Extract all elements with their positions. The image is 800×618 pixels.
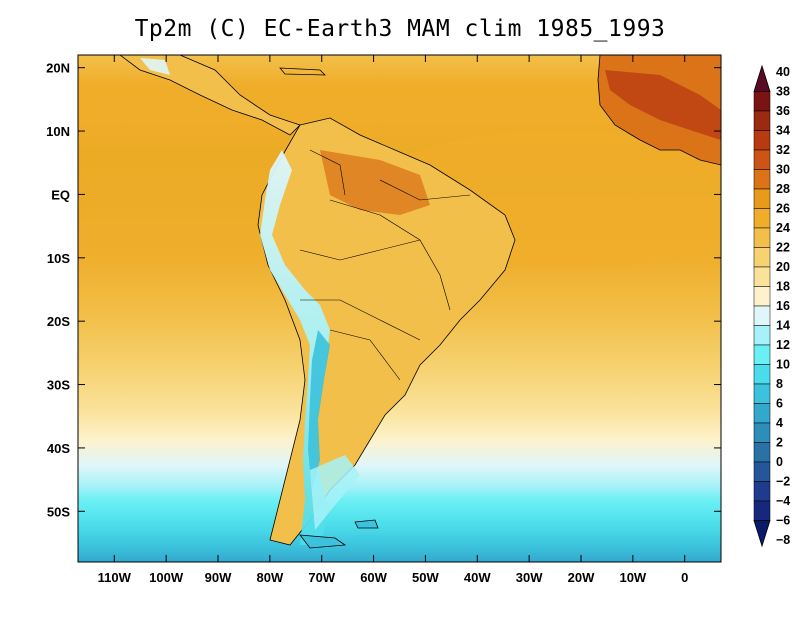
lon-tick-label: 20W	[568, 570, 595, 585]
lon-tick-label: 60W	[360, 570, 387, 585]
colorbar-label: 6	[776, 397, 783, 411]
lat-tick-label: 20S	[47, 314, 70, 329]
colorbar: 4038363432302826242220181614121086420−2−…	[753, 64, 790, 548]
colorbar-label: 36	[776, 104, 790, 118]
colorbar-label: 32	[776, 143, 790, 157]
lat-tick-label: 20N	[46, 61, 70, 76]
colorbar-label: 12	[776, 338, 790, 352]
lon-tick-label: 90W	[205, 570, 232, 585]
colorbar-arrow-top	[753, 64, 771, 92]
map-axes: 110W 100W 90W 80W 70W 60W 50W 40W 30W 20W 10W 0 20N 1…	[46, 55, 721, 585]
lon-tick-label: 30W	[516, 570, 543, 585]
lat-tick-label: EQ	[51, 187, 70, 202]
colorbar-swatch	[753, 403, 771, 424]
lon-tick-label: 0	[681, 570, 688, 585]
colorbar-swatch	[753, 149, 771, 170]
map-frame	[77, 54, 722, 563]
south-america-landmass	[257, 117, 516, 546]
colorbar-label: 18	[776, 280, 790, 294]
colorbar-label: 24	[776, 221, 790, 235]
lon-tick-label: 80W	[256, 570, 283, 585]
colorbar-swatch	[753, 422, 771, 443]
country-borders	[299, 149, 471, 381]
colorbar-label: 0	[776, 455, 783, 469]
amazon-warm-region	[320, 150, 430, 215]
lat-tick-label: 30S	[47, 378, 70, 393]
colorbar-label: −2	[776, 475, 790, 489]
colorbar-label: −4	[776, 494, 790, 508]
lon-tick-label: 110W	[98, 570, 132, 585]
lon-tick-label: 70W	[308, 570, 335, 585]
colorbar-label: 38	[776, 85, 790, 99]
lat-tick-label: 50S	[47, 504, 70, 519]
colorbar-swatch	[753, 325, 771, 346]
colorbar-swatch	[753, 208, 771, 229]
colorbar-label: 16	[776, 299, 790, 313]
colorbar-label: 28	[776, 182, 790, 196]
colorbar-label: 8	[776, 377, 783, 391]
lon-tick-label: 10W	[619, 570, 646, 585]
colorbar-swatch	[753, 188, 771, 209]
colorbar-swatch	[753, 247, 771, 268]
lat-tick-label: 10N	[46, 124, 70, 139]
colorbar-label: 34	[776, 124, 790, 138]
colorbar-label: 22	[776, 241, 790, 255]
colorbar-swatch	[753, 500, 771, 521]
lon-tick-label: 100W	[149, 570, 184, 585]
central-america-landmass	[119, 55, 301, 136]
colorbar-swatch	[753, 442, 771, 463]
colorbar-swatch	[753, 364, 771, 385]
lat-tick-label: 40S	[47, 441, 70, 456]
colorbar-label: 2	[776, 436, 783, 450]
temperature-field	[78, 55, 721, 562]
colorbar-swatch	[753, 227, 771, 248]
colorbar-label: −8	[776, 533, 790, 547]
colorbar-swatch	[753, 481, 771, 502]
colorbar-swatch	[753, 130, 771, 151]
lat-tick-label: 10S	[47, 251, 70, 266]
colorbar-label: 30	[776, 163, 790, 177]
colorbar-swatch	[753, 266, 771, 287]
colorbar-label: 4	[776, 416, 783, 430]
colorbar-swatch	[753, 169, 771, 190]
colorbar-arrow-bottom	[753, 520, 771, 548]
colorbar-swatch	[753, 461, 771, 482]
colorbar-swatch	[753, 305, 771, 326]
lon-tick-label: 40W	[464, 570, 491, 585]
colorbar-label: −6	[776, 514, 790, 528]
colorbar-label: 26	[776, 202, 790, 216]
colorbar-swatch	[753, 344, 771, 365]
colorbar-label: 10	[776, 358, 790, 372]
colorbar-label: 20	[776, 260, 790, 274]
colorbar-swatch	[753, 286, 771, 307]
chart-title: Tp2m (C) EC-Earth3 MAM clim 1985_1993	[134, 16, 666, 42]
colorbar-swatch	[753, 110, 771, 131]
lon-tick-label: 50W	[412, 570, 439, 585]
colorbar-label: 40	[776, 65, 790, 79]
colorbar-label: 14	[776, 319, 790, 333]
colorbar-swatch	[753, 91, 771, 112]
colorbar-swatch	[753, 383, 771, 404]
